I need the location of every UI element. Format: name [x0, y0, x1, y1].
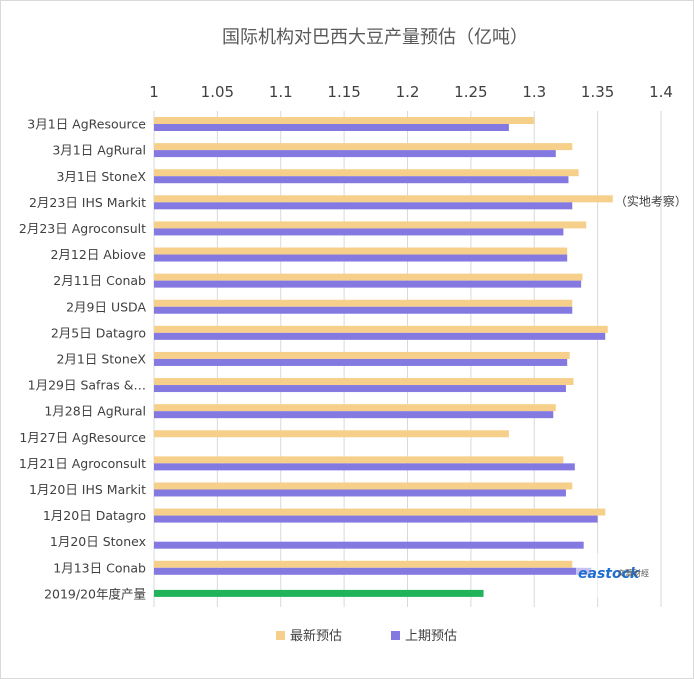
bars	[154, 117, 613, 597]
category-label: 1月29日 Safras &…	[28, 378, 146, 393]
legend-label: 上期预估	[405, 629, 457, 644]
legend-label: 最新预估	[290, 628, 342, 644]
bar-latest-estimate	[154, 482, 573, 490]
legend-item-latest[interactable]: 最新预估	[276, 628, 342, 644]
bar-previous-estimate	[154, 567, 592, 575]
x-tick-label: 1.15	[327, 83, 360, 101]
svg-text:文華財經: 文華財經	[617, 568, 649, 578]
bar-previous-estimate	[154, 332, 606, 340]
legend-swatch	[276, 631, 285, 640]
bar-latest-estimate	[154, 143, 573, 151]
watermark-logo: eastock 文華財經	[576, 553, 649, 597]
bar-previous-estimate	[154, 358, 568, 366]
x-axis-ticks: 1 1.05 1.1 1.15 1.2 1.25 1.3 1.35 1.4	[149, 83, 673, 101]
bar-latest-estimate	[154, 247, 568, 255]
x-tick-label: 1.25	[454, 83, 487, 101]
bar-latest-estimate	[154, 430, 509, 438]
bar-latest-estimate	[154, 299, 573, 307]
bar-latest-estimate	[154, 325, 608, 333]
bar-previous-estimate	[154, 385, 566, 393]
svg-text:eastock: eastock	[578, 566, 641, 582]
bar-latest-estimate	[154, 351, 570, 359]
category-label: 1月21日 Agroconsult	[19, 456, 146, 471]
bar-previous-estimate	[154, 228, 564, 236]
bar-previous-estimate	[154, 306, 573, 314]
bar-latest-estimate	[154, 508, 606, 516]
bar-latest-estimate	[154, 169, 579, 177]
bar-previous-estimate	[154, 489, 566, 497]
bar-latest-estimate	[154, 404, 556, 412]
category-label: 1月20日 IHS Markit	[29, 482, 146, 497]
category-label: 1月13日 Conab	[53, 560, 146, 575]
bar-latest-estimate	[154, 195, 613, 203]
x-tick-label: 1.4	[649, 83, 673, 101]
bar-latest-estimate	[154, 378, 574, 386]
category-label: 3月1日 StoneX	[56, 169, 146, 184]
category-label: 2月9日 USDA	[66, 299, 146, 314]
bar-previous-estimate	[154, 176, 569, 184]
bar-latest-estimate	[154, 456, 564, 464]
bar-previous-estimate	[154, 515, 598, 523]
x-tick-label: 1.3	[522, 83, 546, 101]
category-label: 2月5日 Datagro	[51, 325, 146, 340]
category-label: 2月11日 Conab	[53, 273, 146, 288]
bar-previous-estimate	[154, 150, 556, 158]
category-label: 3月1日 AgRural	[52, 143, 146, 158]
bar-previous-estimate	[154, 463, 575, 471]
bar-previous-estimate	[154, 124, 509, 131]
x-tick-label: 1.2	[396, 83, 420, 101]
x-tick-label: 1.05	[201, 83, 234, 101]
bar-actual-production	[154, 589, 484, 597]
bar-previous-estimate	[154, 254, 568, 262]
category-label: 2月23日 Agroconsult	[19, 221, 146, 236]
category-label: 2月12日 Abiove	[50, 247, 146, 262]
bar-previous-estimate	[154, 541, 584, 549]
category-label: 2月23日 IHS Markit	[29, 195, 146, 210]
bar-previous-estimate	[154, 202, 573, 210]
legend-swatch	[391, 631, 400, 640]
bar-latest-estimate	[154, 560, 573, 568]
bar-latest-estimate	[154, 273, 583, 281]
x-tick-label: 1	[149, 83, 159, 101]
category-label: 2月1日 StoneX	[56, 352, 146, 367]
bar-previous-estimate	[154, 280, 582, 288]
annotation-label: （实地考察）	[615, 193, 687, 208]
category-labels: 3月1日 AgResource 3月1日 AgRural 3月1日 StoneX 2月…	[19, 117, 147, 602]
category-label: 2019/20年度产量	[44, 586, 146, 601]
bar-latest-estimate	[154, 221, 587, 229]
bar-latest-estimate	[154, 117, 535, 124]
category-label: 1月20日 Stonex	[50, 534, 146, 549]
x-tick-label: 1.1	[269, 83, 293, 101]
legend-item-previous[interactable]: 上期预估	[391, 629, 457, 644]
chart-title: 国际机构对巴西大豆产量预估（亿吨）	[222, 27, 528, 48]
category-label: 1月28日 AgRural	[44, 404, 146, 419]
legend[interactable]: 最新预估 上期预估	[276, 628, 457, 644]
bar-previous-estimate	[154, 411, 554, 419]
x-tick-label: 1.35	[581, 83, 614, 101]
category-label: 3月1日 AgResource	[27, 117, 146, 132]
category-label: 1月20日 Datagro	[43, 508, 146, 523]
category-label: 1月27日 AgResource	[19, 430, 146, 445]
